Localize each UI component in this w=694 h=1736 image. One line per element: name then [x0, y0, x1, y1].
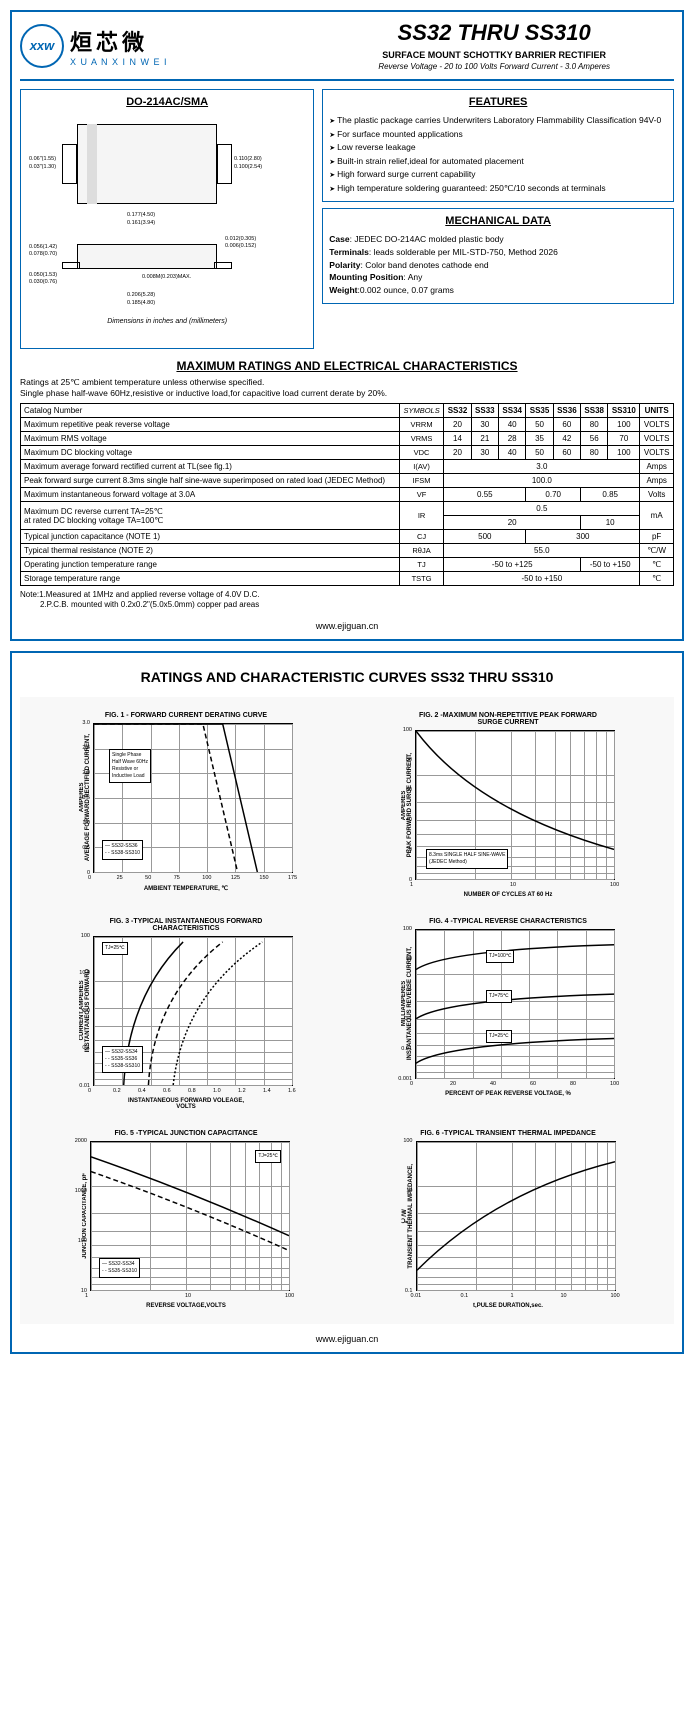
feature-item: The plastic package carries Underwriters… [329, 114, 667, 128]
chart-5: FIG. 5 -TYPICAL JUNCTION CAPACITANCE JUNC… [40, 1130, 332, 1309]
feature-item: High temperature soldering guaranteed: 2… [329, 182, 667, 196]
chart-annotation: TJ=100℃ [486, 950, 514, 963]
url-footer: www.ejiguan.cn [20, 621, 674, 631]
chart-annotation: TJ=75℃ [486, 990, 512, 1003]
datasheet-page-2: RATINGS AND CHARACTERISTIC CURVES SS32 T… [10, 651, 684, 1354]
features-list: The plastic package carries Underwriters… [329, 114, 667, 195]
product-subtitle: SURFACE MOUNT SCHOTTKY BARRIER RECTIFIER [314, 50, 674, 60]
chart-ylabel: INSTANTANEOUS REVERSE CURRENT,MILLIAMPER… [401, 947, 413, 1060]
ratings-note: Ratings at 25℃ ambient temperature unles… [20, 377, 674, 399]
feature-item: Low reverse leakage [329, 141, 667, 155]
product-specs: Reverse Voltage - 20 to 100 Volts Forwar… [314, 62, 674, 71]
chart-legend: — SS32-SS34- - SS35-SS310 [99, 1258, 140, 1278]
mechanical-data: Case: JEDEC DO-214AC molded plastic body… [329, 233, 667, 297]
features-box: FEATURES The plastic package carries Und… [322, 89, 674, 202]
package-note: Dimensions in inches and (millimeters) [27, 318, 307, 325]
chart-2: FIG. 2 -MAXIMUM NON-REPETITIVE PEAK FORW… [362, 712, 654, 898]
chart-4: FIG. 4 -TYPICAL REVERSE CHARACTERISTICS I… [362, 918, 654, 1110]
feature-item: Built-in strain relief,ideal for automat… [329, 155, 667, 169]
features-title: FEATURES [329, 96, 667, 108]
chart-xlabel: REVERSE VOLTAGE,VOLTS [146, 1303, 226, 1309]
feature-item: High forward surge current capability [329, 168, 667, 182]
charts-grid: FIG. 1 - FORWARD CURRENT DERATING CURVE A… [20, 697, 674, 1324]
chart-plot: — SS32-SS34- - SS35-SS310 TJ=25℃ [90, 1141, 290, 1291]
chart-xlabel: INSTANTANEOUS FORWARD VOLEAGE,VOLTS [128, 1098, 244, 1110]
package-drawing: DO-214AC/SMA 0.06"(1.55) 0.03"(1.30) 0.1… [20, 89, 314, 349]
chart-plot: — SS32-SS36- - SS38-SS310 Single PhaseHal… [93, 723, 293, 873]
chart-title: FIG. 3 -TYPICAL INSTANTANEOUS FORWARDCHA… [110, 918, 263, 932]
chart-note: TJ=25℃ [102, 942, 128, 955]
chart-xlabel: AMBIENT TEMPERATURE, ℃ [144, 885, 228, 892]
chart-plot: 8.3ms SINGLE HALF SINE-WAVE(JEDEC Method… [415, 730, 615, 880]
chart-title: FIG. 5 -TYPICAL JUNCTION CAPACITANCE [114, 1130, 257, 1137]
chart-3: FIG. 3 -TYPICAL INSTANTANEOUS FORWARDCHA… [40, 918, 332, 1110]
table-footnote: Note:1.Measured at 1MHz and applied reve… [20, 590, 674, 611]
header: xxw 烜芯微 X U A N X I N W E I SS32 THRU SS… [20, 20, 674, 81]
chart-ylabel: JUNCTION CAPACITANCE, pF [82, 1173, 88, 1259]
chart-plot [416, 1141, 616, 1291]
mechanical-box: MECHANICAL DATA Case: JEDEC DO-214AC mol… [322, 208, 674, 304]
package-title: DO-214AC/SMA [27, 96, 307, 108]
chart-title: FIG. 4 -TYPICAL REVERSE CHARACTERISTICS [429, 918, 587, 925]
ratings-title: MAXIMUM RATINGS AND ELECTRICAL CHARACTER… [20, 359, 674, 373]
chart-note: 8.3ms SINGLE HALF SINE-WAVE(JEDEC Method… [426, 849, 508, 869]
feature-item: For surface mounted applications [329, 128, 667, 142]
logo: xxw 烜芯微 X U A N X I N W E I [20, 24, 314, 68]
chart-legend: — SS32-SS34- - SS35-SS36- - SS38-SS310 [102, 1046, 143, 1073]
chart-1: FIG. 1 - FORWARD CURRENT DERATING CURVE A… [40, 712, 332, 898]
package-diagram: 0.06"(1.55) 0.03"(1.30) 0.110(2.80) 0.10… [27, 114, 307, 314]
product-title: SS32 THRU SS310 [314, 20, 674, 46]
chart-6: FIG. 6 -TYPICAL TRANSIENT THERMAL IMPEDA… [362, 1130, 654, 1309]
mechanical-title: MECHANICAL DATA [329, 215, 667, 227]
url-footer-2: www.ejiguan.cn [20, 1334, 674, 1344]
datasheet-page-1: xxw 烜芯微 X U A N X I N W E I SS32 THRU SS… [10, 10, 684, 641]
chart-xlabel: PERCENT OF PEAK REVERSE VOLTAGE, % [445, 1091, 571, 1097]
logo-icon: xxw [20, 24, 64, 68]
ratings-table: Catalog NumberSYMBOLSSS32SS33SS34SS35SS3… [20, 403, 674, 586]
chart-ylabel: TRANSIENT THERMAL IMPEDANCE,℃/W [401, 1164, 414, 1269]
chart-note: TJ=25℃ [255, 1150, 281, 1163]
chart-annotation: TJ=25℃ [486, 1030, 512, 1043]
chart-title: FIG. 6 -TYPICAL TRANSIENT THERMAL IMPEDA… [420, 1130, 596, 1137]
chart-plot: — SS32-SS34- - SS35-SS36- - SS38-SS310 TJ… [93, 936, 293, 1086]
logo-en-text: X U A N X I N W E I [70, 57, 168, 67]
chart-xlabel: t,PULSE DURATION,sec. [473, 1303, 543, 1309]
page2-title: RATINGS AND CHARACTERISTIC CURVES SS32 T… [20, 669, 674, 685]
chart-ylabel: PEAK FORWARD SURGE CURRENT,AMPERES [401, 753, 413, 857]
chart-xlabel: NUMBER OF CYCLES AT 60 Hz [464, 892, 553, 898]
chart-note: Single PhaseHalf Wave 60HzResistive orIn… [109, 749, 151, 783]
chart-title: FIG. 1 - FORWARD CURRENT DERATING CURVE [105, 712, 267, 719]
chart-legend: — SS32-SS36- - SS38-SS310 [102, 840, 143, 860]
chart-title: FIG. 2 -MAXIMUM NON-REPETITIVE PEAK FORW… [419, 712, 597, 726]
logo-cn-text: 烜芯微 [70, 25, 168, 57]
chart-plot: TJ=100℃ TJ=75℃ TJ=25℃ [415, 929, 615, 1079]
